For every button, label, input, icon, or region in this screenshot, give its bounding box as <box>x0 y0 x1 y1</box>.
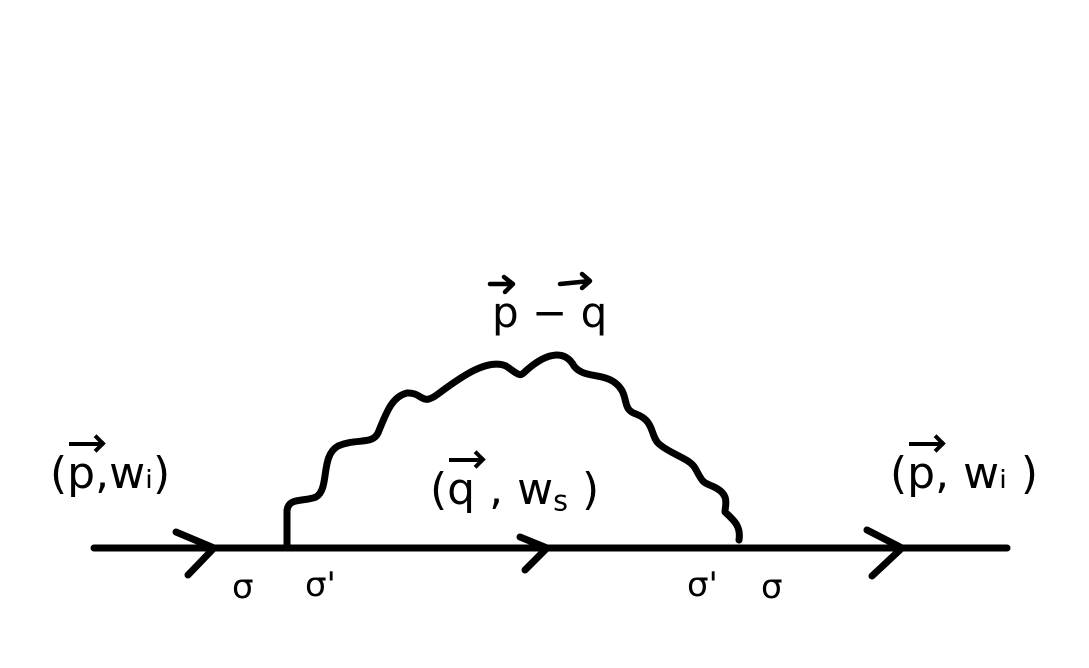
right-momentum-label: (p, wᵢ ) <box>890 442 1038 499</box>
left-momentum-label: (p,wᵢ) <box>50 442 170 499</box>
left-momentum-vector: p <box>67 442 102 499</box>
right-momentum-open: ( <box>890 448 908 499</box>
photon-momentum-label: p − q <box>492 292 607 334</box>
left-outer-spin-label: σ <box>232 567 254 607</box>
right-arrow-icon <box>863 526 906 580</box>
internal-momentum-label: (q , ws ) <box>430 458 599 518</box>
right-momentum-vector: p <box>907 442 942 499</box>
photon-vector-p-arrow-icon <box>487 274 516 295</box>
right-outer-spin-label: σ <box>761 567 783 607</box>
photon-momentum-p: p <box>492 288 519 337</box>
photon-momentum-q: q <box>580 288 608 337</box>
left-momentum-rest: ,wᵢ) <box>95 448 171 499</box>
internal-momentum-subscript: s <box>553 483 568 518</box>
photon-momentum-minus: − <box>518 288 581 337</box>
left-inner-spin-label: σ' <box>305 565 336 605</box>
left-momentum-open: ( <box>50 448 68 499</box>
middle-arrow-icon <box>516 533 551 574</box>
internal-momentum-open: ( <box>430 464 448 515</box>
left-arrow-icon <box>172 528 218 579</box>
internal-momentum-vector: q <box>447 458 482 515</box>
right-inner-spin-label: σ' <box>687 565 718 605</box>
photon-vector-q-arrow-icon <box>557 271 593 291</box>
right-momentum-rest: , wᵢ ) <box>935 448 1039 499</box>
wavy-boson-line <box>283 351 743 552</box>
internal-momentum-close: ) <box>567 464 600 515</box>
internal-momentum-middle: , w <box>475 464 554 515</box>
